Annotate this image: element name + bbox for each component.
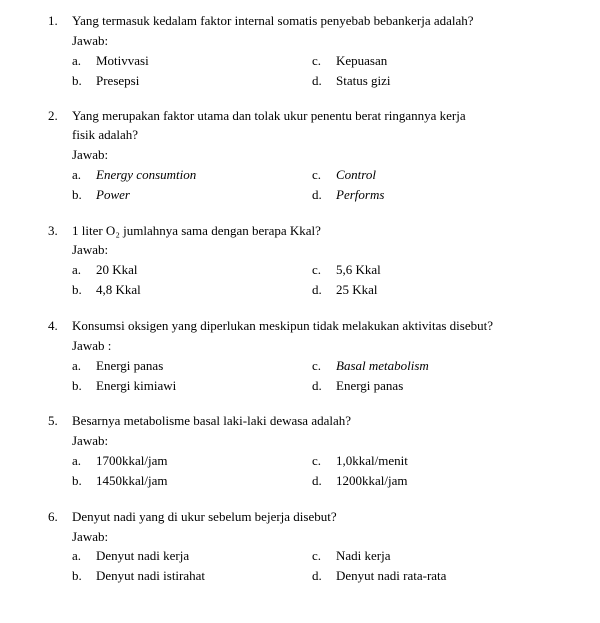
option-letter: c. <box>312 452 336 471</box>
option-text: 4,8 Kkal <box>96 281 312 300</box>
option-text: 1450kkal/jam <box>96 472 312 491</box>
option-text: 25 Kkal <box>336 281 552 300</box>
answer-label: Jawab: <box>72 528 552 547</box>
option-letter: c. <box>312 357 336 376</box>
option-letter: d. <box>312 281 336 300</box>
option-letter: d. <box>312 72 336 91</box>
option-letter: a. <box>72 52 96 71</box>
option-letter: b. <box>72 186 96 205</box>
question-text: Besarnya metabolisme basal laki-laki dew… <box>72 412 552 431</box>
answer-label: Jawab: <box>72 241 552 260</box>
option-text: Energi panas <box>96 357 312 376</box>
options: a.20 Kkal b.4,8 Kkal c.5,6 Kkal d.25 Kka… <box>72 261 552 301</box>
question-text: Denyut nadi yang di ukur sebelum bejerja… <box>72 508 552 527</box>
question-text-line2: fisik adalah? <box>72 126 552 145</box>
option-letter: b. <box>72 281 96 300</box>
answer-label: Jawab : <box>72 337 552 356</box>
question-number: 6. <box>48 508 72 527</box>
options: a.Motivvasi b.Presepsi c.Kepuasan d.Stat… <box>72 52 552 92</box>
option-text: Denyut nadi kerja <box>96 547 312 566</box>
answer-label: Jawab: <box>72 432 552 451</box>
option-letter: b. <box>72 472 96 491</box>
options: a.1700kkal/jam b.1450kkal/jam c.1,0kkal/… <box>72 452 552 492</box>
option-text: 20 Kkal <box>96 261 312 280</box>
option-letter: a. <box>72 261 96 280</box>
option-letter: c. <box>312 261 336 280</box>
option-letter: a. <box>72 357 96 376</box>
question-text: Yang termasuk kedalam faktor internal so… <box>72 12 552 31</box>
option-letter: a. <box>72 166 96 185</box>
question-5: 5. Besarnya metabolisme basal laki-laki … <box>48 412 552 491</box>
option-text: Motivvasi <box>96 52 312 71</box>
option-letter: d. <box>312 567 336 586</box>
option-letter: d. <box>312 472 336 491</box>
answer-label: Jawab: <box>72 146 552 165</box>
option-letter: c. <box>312 166 336 185</box>
option-text: Status gizi <box>336 72 552 91</box>
option-text: 1200kkal/jam <box>336 472 552 491</box>
option-text: Basal metabolism <box>336 357 552 376</box>
question-number: 1. <box>48 12 72 31</box>
question-number: 3. <box>48 222 72 241</box>
option-letter: b. <box>72 377 96 396</box>
option-letter: a. <box>72 452 96 471</box>
option-text: Presepsi <box>96 72 312 91</box>
option-letter: b. <box>72 72 96 91</box>
answer-label: Jawab: <box>72 32 552 51</box>
option-text: Performs <box>336 186 552 205</box>
option-text: Energi panas <box>336 377 552 396</box>
option-text: Kepuasan <box>336 52 552 71</box>
question-2: 2. Yang merupakan faktor utama dan tolak… <box>48 107 552 205</box>
question-number: 4. <box>48 317 72 336</box>
option-text: Denyut nadi istirahat <box>96 567 312 586</box>
question-number: 5. <box>48 412 72 431</box>
question-1: 1. Yang termasuk kedalam faktor internal… <box>48 12 552 91</box>
option-text: Energy consumtion <box>96 166 312 185</box>
option-letter: a. <box>72 547 96 566</box>
question-text: Konsumsi oksigen yang diperlukan meskipu… <box>72 317 552 336</box>
option-text: 1,0kkal/menit <box>336 452 552 471</box>
question-3: 3. 1 liter O₂ jumlahnya sama dengan bera… <box>48 222 552 301</box>
option-text: Power <box>96 186 312 205</box>
option-text: Nadi kerja <box>336 547 552 566</box>
option-letter: b. <box>72 567 96 586</box>
question-6: 6. Denyut nadi yang di ukur sebelum beje… <box>48 508 552 587</box>
question-text: Yang merupakan faktor utama dan tolak uk… <box>72 107 552 126</box>
option-letter: d. <box>312 377 336 396</box>
option-letter: c. <box>312 547 336 566</box>
option-letter: c. <box>312 52 336 71</box>
option-text: 1700kkal/jam <box>96 452 312 471</box>
option-letter: d. <box>312 186 336 205</box>
option-text: Denyut nadi rata-rata <box>336 567 552 586</box>
option-text: 5,6 Kkal <box>336 261 552 280</box>
options: a.Energi panas b.Energi kimiawi c.Basal … <box>72 357 552 397</box>
question-number: 2. <box>48 107 72 126</box>
options: a.Energy consumtion b.Power c.Control d.… <box>72 166 552 206</box>
document-page: 1. Yang termasuk kedalam faktor internal… <box>0 0 600 623</box>
option-text: Energi kimiawi <box>96 377 312 396</box>
question-text: 1 liter O₂ jumlahnya sama dengan berapa … <box>72 222 552 241</box>
option-text: Control <box>336 166 552 185</box>
options: a.Denyut nadi kerja b.Denyut nadi istira… <box>72 547 552 587</box>
question-4: 4. Konsumsi oksigen yang diperlukan mesk… <box>48 317 552 396</box>
